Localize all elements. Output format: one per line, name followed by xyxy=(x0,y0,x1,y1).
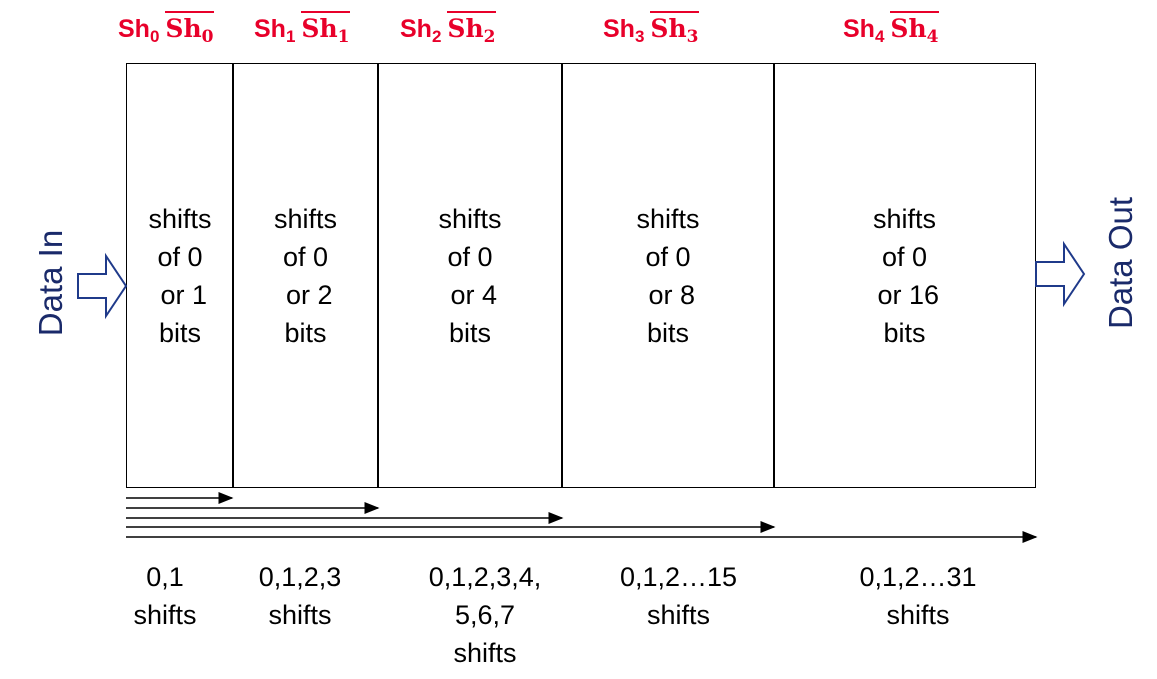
stage-label-1: shifts of 0 or 2 bits xyxy=(273,204,338,348)
stage-label-4: shifts of 0 or 16 bits xyxy=(872,204,940,348)
data-out-arrow-icon xyxy=(1035,240,1086,308)
control-signal-sh1: Sh1 Sh1 xyxy=(254,11,350,47)
control-signal-sh0: Sh0 Sh0 xyxy=(118,11,214,47)
stage-label-3: shifts of 0 or 8 bits xyxy=(636,204,700,348)
stage-label-2: shifts of 0 or 4 bits xyxy=(438,204,502,348)
stage-box-2: shifts of 0 or 4 bits xyxy=(377,63,563,488)
caption-3: 0,1,2…15 shifts xyxy=(619,562,738,630)
caption-4: 0,1,2…31 shifts xyxy=(859,562,977,630)
control-signal-sh2: Sh2 Sh2 xyxy=(400,11,496,47)
control-signal-sh3: Sh3 Sh3 xyxy=(603,11,699,47)
stage-box-1: shifts of 0 or 2 bits xyxy=(232,63,379,488)
caption-0: 0,1 shifts xyxy=(133,562,197,630)
stage-label-0: shifts of 0 or 1 bits xyxy=(148,204,212,348)
caption-2: 0,1,2,3,4, 5,6,7 shifts xyxy=(428,562,542,668)
control-signal-sh4: Sh4 Sh4 xyxy=(843,11,939,47)
stage-box-3: shifts of 0 or 8 bits xyxy=(561,63,775,488)
data-in-arrow-icon xyxy=(77,252,128,320)
caption-1: 0,1,2,3 shifts xyxy=(258,562,342,630)
stage-box-0: shifts of 0 or 1 bits xyxy=(126,63,234,488)
